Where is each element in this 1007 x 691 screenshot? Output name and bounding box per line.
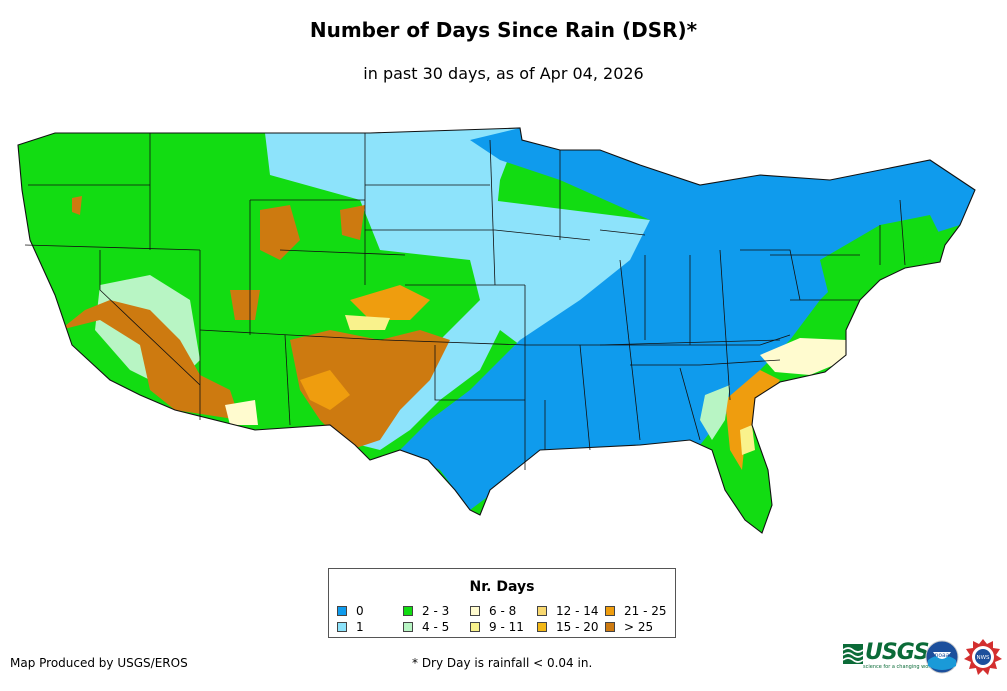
legend: Nr. Days 0 1 2 - 3 4 - 5 6 - 8 9 - 11 12… — [328, 568, 676, 638]
legend-swatch — [403, 622, 413, 632]
legend-label: 21 - 25 — [624, 604, 667, 618]
zone-plains-21-25 — [350, 285, 430, 320]
legend-swatch — [537, 622, 547, 632]
legend-label: > 25 — [624, 620, 654, 634]
dry-day-note: * Dry Day is rainfall < 0.04 in. — [412, 656, 593, 670]
legend-item: 9 - 11 — [470, 620, 524, 634]
usgs-wordmark: USGS — [865, 640, 930, 665]
legend-item: 12 - 14 — [537, 604, 599, 618]
legend-item: 2 - 3 — [403, 604, 449, 618]
zone-texas-21-25 — [300, 370, 350, 410]
legend-swatch — [403, 606, 413, 616]
legend-swatch — [337, 606, 347, 616]
legend-swatch — [605, 606, 615, 616]
zone-colorado-gt-25 — [230, 290, 260, 320]
legend-swatch — [537, 606, 547, 616]
legend-label: 12 - 14 — [556, 604, 599, 618]
nws-logo-icon: NWS — [964, 639, 1002, 675]
zone-wyoming-gt-25 — [260, 205, 300, 260]
zone-texas-gt-25 — [290, 330, 450, 450]
legend-swatch — [605, 622, 615, 632]
legend-item: 15 - 20 — [537, 620, 599, 634]
map-title: Number of Days Since Rain (DSR)* — [309, 18, 698, 42]
legend-label: 2 - 3 — [422, 604, 450, 618]
legend-item: > 25 — [605, 620, 653, 634]
legend-label: 0 — [356, 604, 364, 618]
legend-label: 1 — [356, 620, 364, 634]
legend-label: 15 - 20 — [556, 620, 599, 634]
map-credit: Map Produced by USGS/EROS — [10, 656, 188, 670]
dsr-map — [17, 127, 976, 534]
usgs-tagline: science for a changing world — [863, 664, 935, 670]
noaa-logo-icon: noaa — [925, 640, 959, 674]
legend-item: 21 - 25 — [605, 604, 667, 618]
usgs-waves-icon — [843, 644, 863, 664]
zone-carolina-6-8 — [760, 338, 846, 375]
map-subtitle: in past 30 days, as of Apr 04, 2026 — [363, 64, 644, 83]
legend-label: 4 - 5 — [422, 620, 450, 634]
zone-northeast-green — [820, 215, 945, 320]
zone-1-day-midwest — [490, 200, 650, 345]
legend-title: Nr. Days — [469, 579, 535, 595]
legend-item: 4 - 5 — [403, 620, 449, 634]
legend-swatch — [470, 622, 480, 632]
usgs-logo: USGS science for a changing world — [843, 638, 935, 674]
nws-logo-text: NWS — [976, 655, 990, 661]
legend-swatch — [470, 606, 480, 616]
legend-item: 0 — [337, 604, 364, 618]
zone-0-days-east — [400, 128, 975, 510]
zone-oregon-gt-25 — [72, 196, 82, 215]
zone-southwest-gt-25 — [60, 300, 240, 420]
legend-label: 6 - 8 — [489, 604, 517, 618]
zone-arizona-6-8 — [225, 400, 258, 425]
zone-nebraska-gt-25 — [340, 205, 365, 240]
legend-item: 1 — [337, 620, 364, 634]
legend-label: 9 - 11 — [489, 620, 524, 634]
state-boundaries — [17, 127, 976, 534]
zone-florida-9-11 — [740, 425, 755, 455]
noaa-logo-text: noaa — [935, 652, 950, 659]
legend-item: 6 - 8 — [470, 604, 516, 618]
zone-kansas-9-11 — [345, 315, 390, 330]
zone-georgia-4-5 — [700, 385, 730, 440]
zone-1-day-plains — [265, 128, 520, 450]
zone-florida-green — [735, 440, 772, 530]
legend-swatch — [337, 622, 347, 632]
rainfall-zones — [18, 128, 975, 533]
